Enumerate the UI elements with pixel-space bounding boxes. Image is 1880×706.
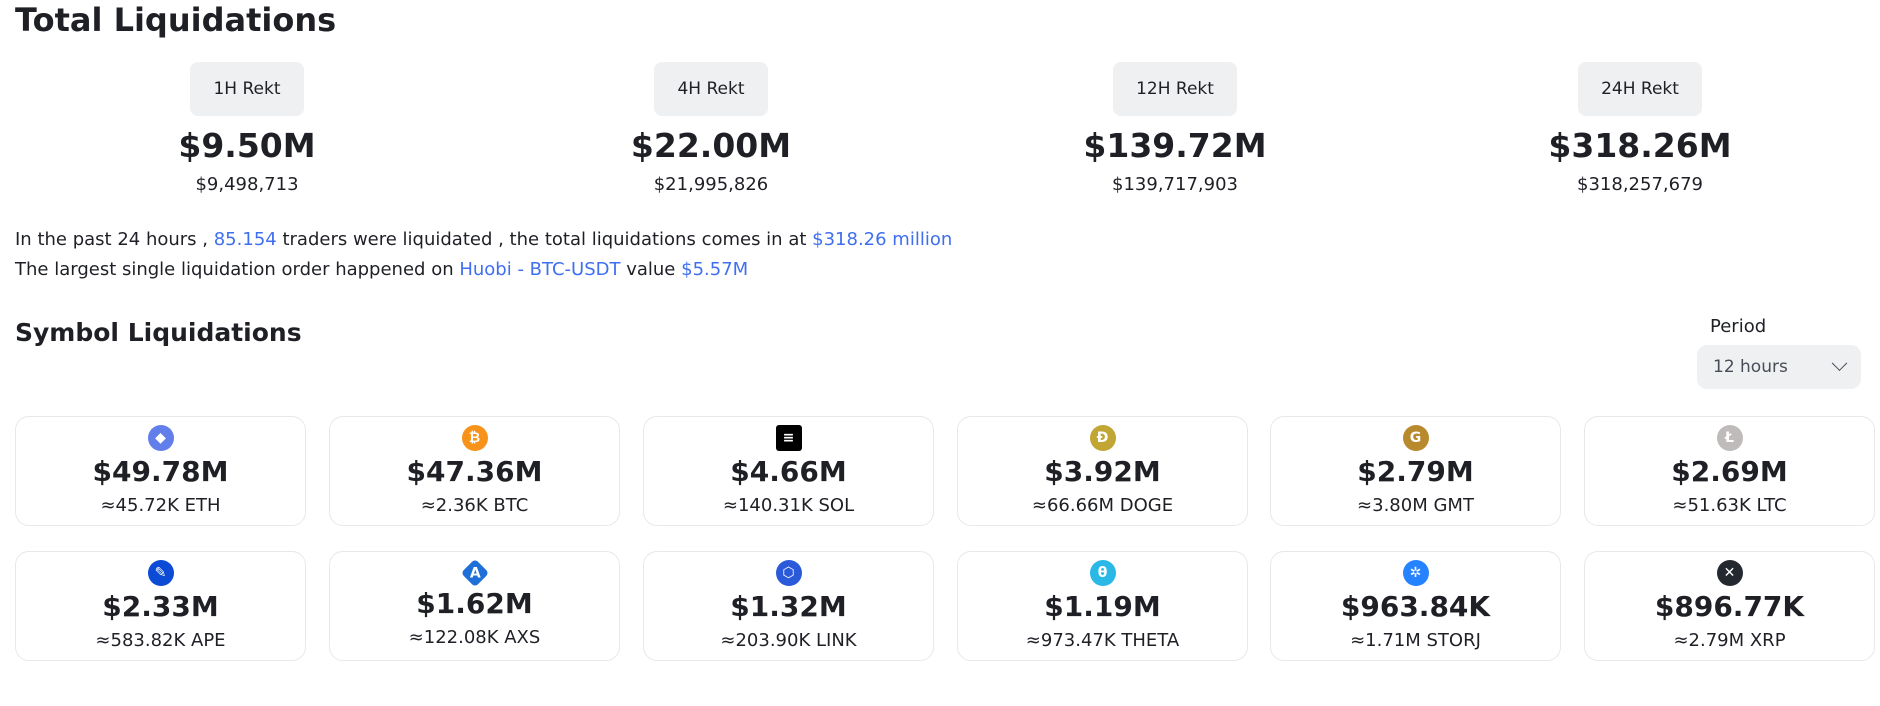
xrp-icon-glyph: ✕ (1723, 565, 1736, 581)
symbol-card-ape[interactable]: ✎ $2.33M ≈583.82K APE (15, 551, 306, 661)
link-icon-glyph: ⬡ (782, 565, 795, 581)
rekt-1h-exact: $9,498,713 (195, 174, 299, 195)
symbol-card-eth[interactable]: ◆ $49.78M ≈45.72K ETH (15, 416, 306, 526)
period-selected: 12 hours (1713, 357, 1788, 377)
card-coin-amount: ≈45.72K ETH (100, 495, 221, 516)
gmt-icon: G (1402, 425, 1429, 451)
xrp-icon: ✕ (1716, 560, 1743, 586)
summary-text: In the past 24 hours , (15, 229, 208, 250)
gmt-icon-glyph: G (1409, 430, 1422, 446)
rekt-12h-value: $139.72M (1083, 126, 1267, 165)
theta-icon: θ (1089, 560, 1116, 586)
card-coin-amount: ≈122.08K AXS (408, 627, 541, 648)
symbol-card-sol[interactable]: ≡ $4.66M ≈140.31K SOL (643, 416, 934, 526)
card-coin-amount: ≈51.63K LTC (1672, 495, 1787, 516)
summary-text: value (626, 259, 676, 280)
summary-text: traders were liquidated , the total liqu… (282, 229, 807, 250)
card-usd-value: $896.77K (1654, 590, 1805, 623)
ape-icon-glyph: ✎ (154, 565, 167, 581)
card-usd-value: $2.79M (1357, 455, 1474, 488)
rekt-24h-exact: $318,257,679 (1577, 174, 1703, 195)
card-coin-amount: ≈2.36K BTC (420, 495, 529, 516)
traders-count: 85.154 (213, 229, 277, 250)
rekt-4h-exact: $21,995,826 (653, 174, 769, 195)
card-coin-amount: ≈140.31K SOL (722, 495, 855, 516)
ltc-icon: Ł (1716, 425, 1743, 451)
card-usd-value: $49.78M (92, 455, 229, 488)
period-select[interactable]: 12 hours (1697, 345, 1861, 389)
rekt-4h: 4H Rekt $22.00M $21,995,826 (561, 62, 861, 198)
symbol-card-btc[interactable]: ₿ $47.36M ≈2.36K BTC (329, 416, 620, 526)
sol-icon-glyph: ≡ (782, 430, 795, 446)
rekt-24h-value: $318.26M (1548, 126, 1732, 165)
card-usd-value: $47.36M (406, 455, 543, 488)
theta-icon-glyph: θ (1097, 565, 1108, 581)
summary-line-traders: In the past 24 hours , 85.154 traders we… (15, 227, 952, 253)
card-coin-amount: ≈203.90K LINK (720, 630, 857, 651)
card-usd-value: $3.92M (1044, 455, 1161, 488)
symbol-liquidations-title: Symbol Liquidations (15, 318, 302, 347)
btc-icon-glyph: ₿ (468, 430, 481, 446)
card-usd-value: $1.62M (416, 587, 533, 620)
ltc-icon-glyph: Ł (1725, 430, 1734, 446)
card-coin-amount: ≈2.79M XRP (1673, 630, 1786, 651)
card-usd-value: $4.66M (730, 455, 847, 488)
card-coin-amount: ≈583.82K APE (95, 630, 226, 651)
rekt-1h-value: $9.50M (178, 126, 316, 165)
card-usd-value: $963.84K (1340, 590, 1491, 623)
rekt-24h: 24H Rekt $318.26M $318,257,679 (1490, 62, 1790, 198)
rekt-24h-tab[interactable]: 24H Rekt (1578, 62, 1702, 116)
symbol-card-storj[interactable]: ✲ $963.84K ≈1.71M STORJ (1270, 551, 1561, 661)
rekt-4h-value: $22.00M (630, 126, 792, 165)
card-coin-amount: ≈66.66M DOGE (1031, 495, 1174, 516)
rekt-12h: 12H Rekt $139.72M $139,717,903 (1025, 62, 1325, 198)
axs-icon: A (460, 558, 489, 588)
period-label: Period (1710, 316, 1767, 337)
card-usd-value: $1.19M (1044, 590, 1161, 623)
card-usd-value: $2.33M (102, 590, 219, 623)
symbol-card-theta[interactable]: θ $1.19M ≈973.47K THETA (957, 551, 1248, 661)
storj-icon-glyph: ✲ (1409, 565, 1422, 581)
card-usd-value: $1.32M (730, 590, 847, 623)
symbol-card-gmt[interactable]: G $2.79M ≈3.80M GMT (1270, 416, 1561, 526)
card-coin-amount: ≈3.80M GMT (1357, 495, 1474, 516)
summary-line-largest: The largest single liquidation order hap… (15, 257, 748, 283)
card-usd-value: $2.69M (1671, 455, 1788, 488)
largest-order-link[interactable]: Huobi - BTC-USDT (459, 259, 621, 280)
rekt-12h-tab[interactable]: 12H Rekt (1113, 62, 1237, 116)
rekt-12h-exact: $139,717,903 (1112, 174, 1238, 195)
sol-icon: ≡ (775, 425, 802, 451)
chevron-down-icon (1831, 354, 1848, 371)
symbol-card-doge[interactable]: Ð $3.92M ≈66.66M DOGE (957, 416, 1248, 526)
axs-icon-glyph: A (469, 565, 480, 581)
symbol-card-ltc[interactable]: Ł $2.69M ≈51.63K LTC (1584, 416, 1875, 526)
card-coin-amount: ≈1.71M STORJ (1350, 630, 1481, 651)
rekt-1h: 1H Rekt $9.50M $9,498,713 (97, 62, 397, 198)
doge-icon: Ð (1089, 425, 1116, 451)
page-title: Total Liquidations (15, 1, 337, 39)
eth-icon-glyph: ◆ (155, 430, 166, 446)
storj-icon: ✲ (1402, 560, 1429, 586)
rekt-1h-tab[interactable]: 1H Rekt (190, 62, 304, 116)
ape-icon: ✎ (147, 560, 174, 586)
card-coin-amount: ≈973.47K THETA (1025, 630, 1180, 651)
symbol-card-xrp[interactable]: ✕ $896.77K ≈2.79M XRP (1584, 551, 1875, 661)
doge-icon-glyph: Ð (1096, 430, 1109, 446)
rekt-4h-tab[interactable]: 4H Rekt (654, 62, 768, 116)
btc-icon: ₿ (461, 425, 488, 451)
symbol-card-link[interactable]: ⬡ $1.32M ≈203.90K LINK (643, 551, 934, 661)
total-liquidations: $318.26 million (812, 229, 953, 250)
symbol-card-axs[interactable]: A $1.62M ≈122.08K AXS (329, 551, 620, 661)
largest-order-value: $5.57M (681, 259, 749, 280)
eth-icon: ◆ (147, 425, 174, 451)
link-icon: ⬡ (775, 560, 802, 586)
summary-text: The largest single liquidation order hap… (15, 259, 454, 280)
